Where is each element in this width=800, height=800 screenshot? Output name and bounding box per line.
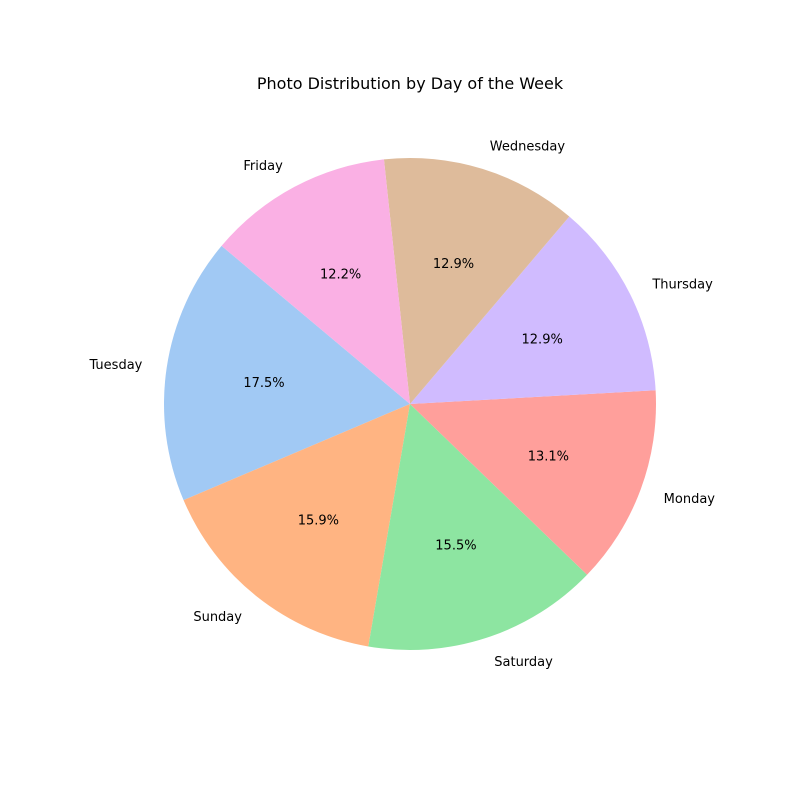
pie-slice-thursday [410,216,656,404]
percent-label-friday: 12.2% [320,268,361,283]
slice-label-tuesday: Tuesday [88,358,142,373]
pie-slice-saturday [368,404,588,651]
percent-label-saturday: 15.5% [435,538,476,553]
slice-label-sunday: Sunday [193,610,242,625]
percent-label-sunday: 15.9% [298,514,339,529]
pie-slice-wednesday [383,157,570,404]
pie-slices [164,157,657,651]
slice-label-monday: Monday [664,492,716,507]
slice-label-saturday: Saturday [494,655,553,670]
percent-labels: 17.5% 15.9% 15.5% 13.1% 12.9% 12.9% 12.2% [243,257,569,553]
pie-slice-tuesday [164,245,410,501]
pie-slice-sunday [183,404,410,647]
slice-labels: Tuesday Sunday Saturday Monday Thursday Wedne… [88,139,715,670]
percent-label-tuesday: 17.5% [243,376,284,391]
slice-label-wednesday: Wednesday [490,139,566,154]
percent-label-thursday: 12.9% [522,332,563,347]
percent-label-wednesday: 12.9% [433,257,474,272]
slice-label-friday: Friday [243,159,283,174]
pie-slice-monday [410,390,657,575]
pie-slice-friday [221,159,410,404]
percent-label-monday: 13.1% [528,449,569,464]
chart-title: Photo Distribution by Day of the Week [257,74,564,93]
slice-label-thursday: Thursday [651,278,713,293]
